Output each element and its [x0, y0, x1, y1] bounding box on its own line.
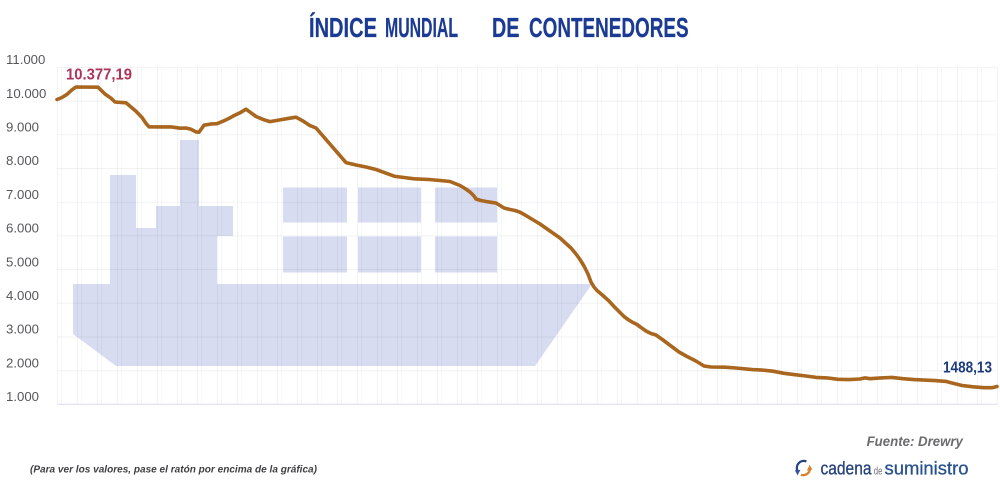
svg-text:4.000: 4.000: [6, 288, 39, 303]
svg-text:CONTENEDORES: CONTENEDORES: [529, 12, 689, 43]
svg-text:2.000: 2.000: [6, 355, 39, 370]
svg-text:DE: DE: [492, 12, 520, 43]
svg-text:10.000: 10.000: [6, 86, 46, 101]
svg-text:9.000: 9.000: [6, 120, 39, 135]
svg-text:1.000: 1.000: [6, 389, 39, 404]
svg-text:6.000: 6.000: [6, 221, 39, 236]
svg-text:7.000: 7.000: [6, 187, 39, 202]
svg-text:5.000: 5.000: [6, 254, 39, 269]
svg-text:8.000: 8.000: [6, 153, 39, 168]
svg-text:MUNDIAL: MUNDIAL: [385, 12, 458, 43]
svg-text:de: de: [874, 465, 883, 477]
svg-text:10.377,19: 10.377,19: [66, 67, 132, 84]
svg-text:suministro: suministro: [885, 458, 969, 479]
svg-text:11.000: 11.000: [6, 52, 45, 67]
svg-text:(Para ver los valores, pase el: (Para ver los valores, pase el ratón por…: [30, 464, 317, 476]
svg-text:ÍNDICE: ÍNDICE: [309, 12, 377, 43]
svg-text:cadena: cadena: [821, 458, 873, 479]
svg-text:3.000: 3.000: [6, 322, 39, 337]
svg-text:Fuente: Drewry: Fuente: Drewry: [867, 433, 964, 449]
svg-text:1488,13: 1488,13: [943, 359, 992, 376]
